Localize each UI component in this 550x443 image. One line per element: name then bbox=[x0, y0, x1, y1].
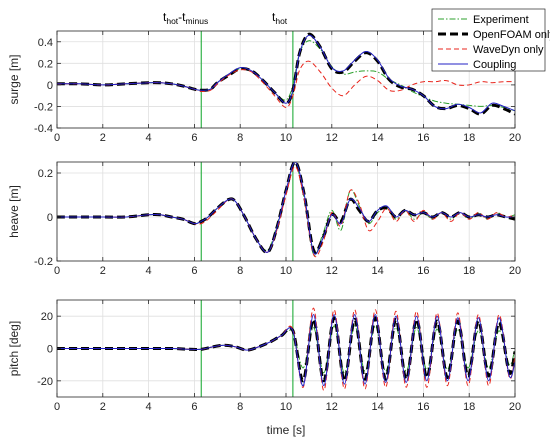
x-tick-label: 0 bbox=[54, 401, 60, 413]
x-tick-label: 14 bbox=[371, 401, 383, 413]
x-tick-label: 8 bbox=[237, 265, 243, 277]
y-tick-label: 0.4 bbox=[38, 37, 53, 49]
x-tick-label: 6 bbox=[191, 401, 197, 413]
legend: Experiment OpenFOAM only WaveDyn only Coupl… bbox=[431, 8, 550, 72]
marker-label-hot-minus: thot-tminus bbox=[163, 10, 208, 26]
series-group bbox=[57, 307, 515, 392]
x-tick-label: 18 bbox=[463, 401, 475, 413]
x-tick-label: 12 bbox=[326, 401, 338, 413]
legend-entry: Coupling bbox=[473, 59, 516, 71]
legend-entry: OpenFOAM only bbox=[473, 29, 550, 41]
y-tick-label: -0.4 bbox=[34, 123, 53, 135]
x-tick-label: 12 bbox=[326, 265, 338, 277]
x-tick-label: 4 bbox=[146, 132, 152, 144]
series-line-coupling bbox=[57, 34, 515, 114]
x-tick-label: 0 bbox=[54, 265, 60, 277]
x-tick-label: 2 bbox=[100, 132, 106, 144]
x-tick-label: 4 bbox=[146, 401, 152, 413]
y-tick-label: 0.2 bbox=[38, 168, 53, 180]
x-tick-label: 12 bbox=[326, 132, 338, 144]
x-tick-label: 18 bbox=[463, 132, 475, 144]
marker-label-hot: thot bbox=[272, 10, 288, 26]
x-tick-label: 18 bbox=[463, 265, 475, 277]
y-tick-label: 20 bbox=[41, 311, 53, 323]
y-axis-label: pitch [deg] bbox=[7, 321, 21, 376]
y-tick-label: 0 bbox=[47, 80, 53, 92]
y-tick-label: -0.2 bbox=[34, 256, 53, 268]
series-group bbox=[57, 162, 515, 258]
y-tick-label: -20 bbox=[37, 376, 53, 388]
x-tick-label: 8 bbox=[237, 132, 243, 144]
x-tick-label: 6 bbox=[191, 132, 197, 144]
y-tick-label: -0.2 bbox=[34, 101, 53, 113]
y-axis-label: heave [m] bbox=[7, 185, 21, 238]
x-tick-label: 6 bbox=[191, 265, 197, 277]
x-tick-label: 16 bbox=[417, 401, 429, 413]
legend-entry: WaveDyn only bbox=[473, 44, 544, 56]
series-group bbox=[57, 32, 515, 116]
x-tick-label: 8 bbox=[237, 401, 243, 413]
legend-entry: Experiment bbox=[473, 14, 529, 26]
y-tick-label: 0 bbox=[47, 212, 53, 224]
series-line-coupling bbox=[57, 162, 515, 255]
x-tick-label: 10 bbox=[280, 132, 292, 144]
x-tick-label: 0 bbox=[54, 132, 60, 144]
x-tick-label: 4 bbox=[146, 265, 152, 277]
series-line-coupling bbox=[57, 314, 515, 387]
x-tick-label: 20 bbox=[509, 265, 521, 277]
x-tick-label: 14 bbox=[371, 265, 383, 277]
x-tick-label: 20 bbox=[509, 401, 521, 413]
x-tick-label: 20 bbox=[509, 132, 521, 144]
x-axis-label: time [s] bbox=[267, 423, 306, 437]
x-tick-label: 10 bbox=[280, 401, 292, 413]
x-tick-label: 2 bbox=[100, 401, 106, 413]
x-tick-label: 16 bbox=[417, 132, 429, 144]
x-tick-label: 16 bbox=[417, 265, 429, 277]
x-tick-label: 14 bbox=[371, 132, 383, 144]
subplot-2: 0 2 4 6 8 10 12 14 16 18 20 -20 0 20 pitch [deg] bbox=[7, 299, 521, 413]
y-axis-label: surge [m] bbox=[7, 54, 21, 104]
x-tick-label: 10 bbox=[280, 265, 292, 277]
x-tick-label: 2 bbox=[100, 265, 106, 277]
y-tick-label: 0.2 bbox=[38, 58, 53, 70]
y-tick-label: 0 bbox=[47, 344, 53, 356]
